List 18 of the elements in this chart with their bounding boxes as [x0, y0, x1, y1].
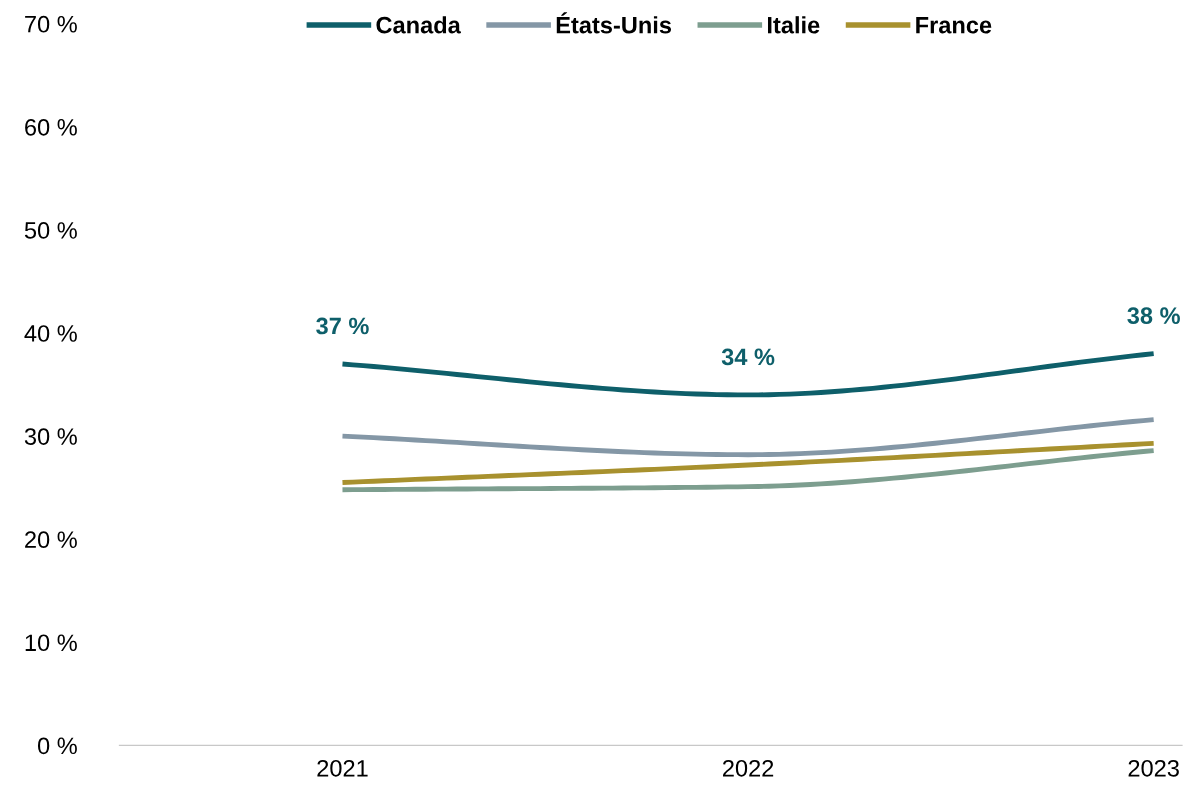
data-label: 38 % — [1127, 307, 1180, 325]
y-tick-label: 70 % — [25, 15, 77, 33]
legend-label: France — [916, 17, 992, 34]
y-tick-label: 60 % — [25, 118, 77, 136]
x-tick-label: 2022 — [723, 759, 774, 777]
y-tick-label: 20 % — [25, 531, 77, 549]
y-tick-label: 30 % — [24, 428, 77, 445]
legend-label: États-Unis — [556, 12, 672, 34]
x-tick-label: 2021 — [317, 759, 368, 777]
data-label: 37 % — [316, 317, 369, 335]
legend-label: Italie — [768, 16, 820, 34]
y-tick-label: 40 % — [24, 325, 77, 342]
y-tick-label: 0 % — [37, 737, 77, 755]
y-tick-label: 50 % — [24, 222, 77, 239]
y-tick-label: 10 % — [25, 634, 77, 652]
x-tick-label: 2023 — [1128, 759, 1179, 777]
data-label: 34 % — [721, 348, 775, 366]
legend-label: Canada — [376, 16, 461, 34]
